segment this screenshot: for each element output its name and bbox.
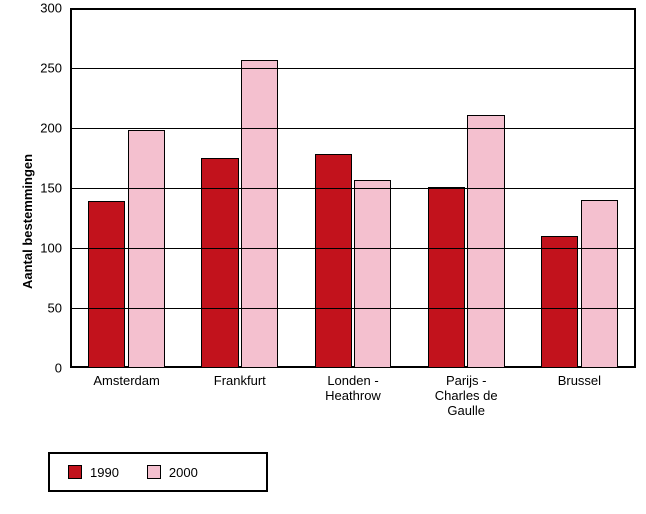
- bar-2000: [354, 180, 391, 368]
- y-tick-label: 200: [40, 121, 62, 136]
- bar-1990: [541, 236, 578, 368]
- y-tick-label: 100: [40, 241, 62, 256]
- y-tick-label: 0: [55, 361, 62, 376]
- grid-line: [70, 68, 636, 69]
- bar-1990: [315, 154, 352, 368]
- grid-line: [70, 248, 636, 249]
- x-tick-label: Brussel: [524, 374, 634, 389]
- y-axis-title: Aantal bestemmingen: [20, 154, 35, 289]
- x-tick-label: Amsterdam: [72, 374, 182, 389]
- y-tick-label: 50: [48, 301, 62, 316]
- legend-label: 2000: [169, 465, 198, 480]
- legend-label: 1990: [90, 465, 119, 480]
- bar-chart: 0 50 100 150 200 250 300 AmsterdamFrankfurtLond…: [0, 0, 646, 514]
- bar-1990: [201, 158, 238, 368]
- y-tick-label: 150: [40, 181, 62, 196]
- bar-2000: [241, 60, 278, 368]
- legend-item-1990: 1990: [68, 465, 119, 480]
- bar-2000: [128, 130, 165, 368]
- legend-swatch: [147, 465, 161, 479]
- bar-2000: [581, 200, 618, 368]
- bar-2000: [467, 115, 504, 368]
- legend: 1990 2000: [48, 452, 268, 492]
- legend-item-2000: 2000: [147, 465, 198, 480]
- bar-1990: [428, 187, 465, 368]
- x-tick-label: Frankfurt: [185, 374, 295, 389]
- grid-line: [70, 308, 636, 309]
- plot-area: 050100150200250300AmsterdamFrankfurtLond…: [70, 8, 636, 368]
- bar-1990: [88, 201, 125, 368]
- y-tick-label: 300: [40, 1, 62, 16]
- grid-line: [70, 128, 636, 129]
- grid-line: [70, 188, 636, 189]
- legend-swatch: [68, 465, 82, 479]
- x-tick-label: Parijs - Charles de Gaulle: [411, 374, 521, 419]
- x-tick-label: Londen - Heathrow: [298, 374, 408, 404]
- y-tick-label: 250: [40, 61, 62, 76]
